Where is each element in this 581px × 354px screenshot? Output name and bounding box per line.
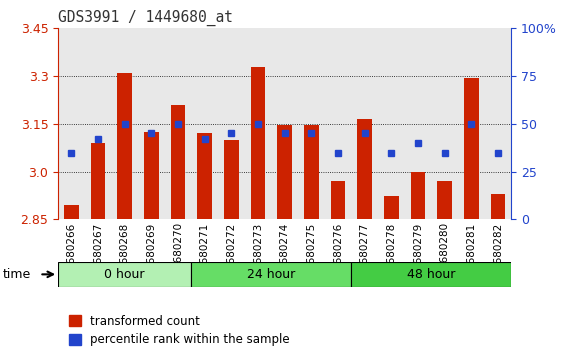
Bar <box>191 262 352 287</box>
Bar <box>277 126 292 219</box>
Bar <box>58 262 191 287</box>
Text: GDS3991 / 1449680_at: GDS3991 / 1449680_at <box>58 9 233 25</box>
Bar <box>331 181 345 219</box>
Text: 24 hour: 24 hour <box>248 268 296 281</box>
Bar <box>304 126 318 219</box>
Bar <box>464 78 479 219</box>
Text: 48 hour: 48 hour <box>407 268 456 281</box>
Bar <box>352 262 511 287</box>
Bar <box>411 172 425 219</box>
Legend: transformed count, percentile rank within the sample: transformed count, percentile rank withi… <box>64 310 295 351</box>
Bar <box>91 143 105 219</box>
Bar <box>198 133 212 219</box>
Bar <box>490 194 505 219</box>
Bar <box>251 67 266 219</box>
Text: time: time <box>3 268 31 281</box>
Bar <box>437 181 452 219</box>
Bar <box>64 205 79 219</box>
Bar <box>117 73 132 219</box>
Text: 0 hour: 0 hour <box>105 268 145 281</box>
Bar <box>224 140 239 219</box>
Bar <box>171 105 185 219</box>
Bar <box>144 132 159 219</box>
Bar <box>357 119 372 219</box>
Bar <box>384 196 399 219</box>
